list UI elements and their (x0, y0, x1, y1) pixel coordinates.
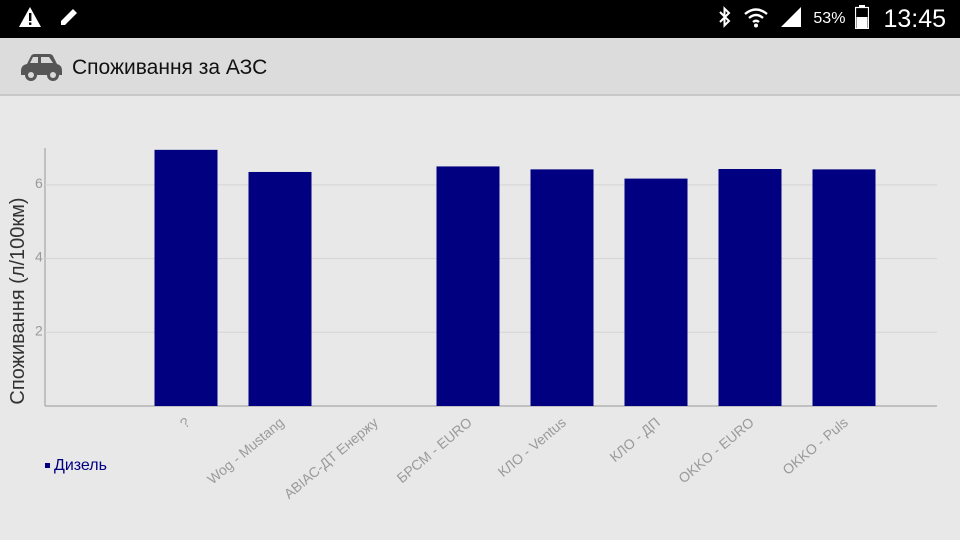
x-tick-label: БРСМ - EURO (393, 414, 475, 486)
x-tick-label: КЛО - ДП (607, 414, 663, 465)
y-tick-label: 4 (35, 249, 43, 265)
bar[interactable] (624, 178, 688, 406)
wifi-icon (743, 6, 769, 33)
bar[interactable] (812, 169, 876, 406)
bar[interactable] (436, 166, 500, 406)
x-tick-label: OKKO - Puls (779, 414, 851, 478)
y-axis-label: Споживання (л/100км) (7, 197, 29, 404)
legend: Дизель (45, 457, 107, 474)
x-tick-label: КЛО - Ventus (495, 414, 569, 480)
consumption-bar-chart: Споживання (л/100км) 2 4 6 ? Wog - MustangА… (7, 148, 937, 502)
y-tick-label: 6 (35, 175, 43, 191)
battery-percent: 53% (813, 10, 846, 27)
x-tick-label: Wog - Mustang (204, 414, 287, 487)
bar[interactable] (248, 171, 312, 406)
bar[interactable] (530, 169, 594, 406)
warning-icon (18, 6, 42, 33)
signal-icon (779, 6, 803, 33)
x-tick-label: ? (177, 414, 193, 431)
legend-label-dizel: Дизель (54, 457, 107, 474)
battery-icon (855, 4, 870, 34)
status-bar: 53% 13:45 (0, 0, 960, 38)
bar[interactable] (154, 149, 218, 406)
bluetooth-icon (717, 5, 733, 33)
legend-swatch (45, 463, 50, 468)
bar[interactable] (718, 169, 782, 406)
page-title: Споживання за АЗС (72, 56, 268, 79)
y-tick-label: 2 (35, 322, 43, 338)
clock: 13:45 (883, 4, 946, 33)
car-icon[interactable] (18, 51, 64, 88)
app-bar: Споживання за АЗС (0, 38, 960, 96)
x-tick-label: OKKO - EURO (675, 414, 757, 486)
edit-icon (58, 6, 80, 33)
x-tick-label: АВІАС-ДТ Енержу (281, 414, 381, 502)
